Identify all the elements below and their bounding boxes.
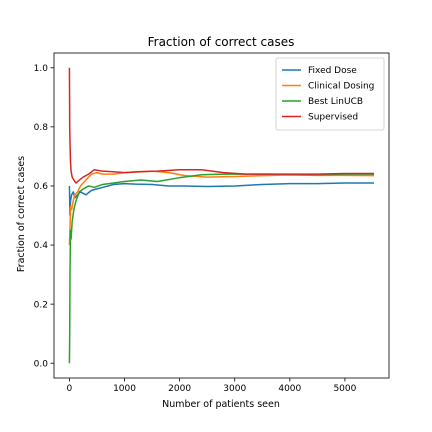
- x-axis: 0 1000 2000 3000 4000 5000: [67, 378, 357, 394]
- x-axis-title: Number of patients seen: [162, 399, 280, 410]
- y-axis-title: Fraction of correct cases: [16, 156, 27, 272]
- x-tick-label-4: 4000: [278, 384, 301, 394]
- chart-title: Fraction of correct cases: [148, 35, 295, 49]
- plot-area: [53, 52, 390, 379]
- x-tick-label-5: 5000: [333, 384, 356, 394]
- x-tick-label-0: 0: [67, 384, 73, 394]
- legend-label-2: Best LinUCB: [308, 97, 363, 107]
- x-tick-label-1: 1000: [113, 384, 136, 394]
- series-line-0: [68, 182, 375, 217]
- x-tick-label-2: 2000: [168, 384, 191, 394]
- y-tick-label-5: 1.0: [34, 64, 49, 74]
- y-tick-label-0: 0.0: [34, 359, 49, 369]
- legend-box: [275, 57, 385, 131]
- y-tick-label-4: 0.8: [34, 123, 49, 133]
- legend-label-3: Supervised: [308, 113, 358, 123]
- y-tick-label-2: 0.4: [34, 241, 49, 251]
- x-tick-label-3: 3000: [223, 384, 246, 394]
- y-tick-label-3: 0.6: [34, 182, 49, 192]
- legend-label-1: Clinical Dosing: [308, 82, 374, 92]
- y-tick-label-1: 0.2: [34, 300, 48, 310]
- legend-label-0: Fixed Dose: [308, 66, 357, 76]
- series-line-3: [68, 67, 375, 184]
- plot-frame: [53, 52, 390, 379]
- legend: Fixed Dose Clinical Dosing Best LinUCB Supe…: [275, 57, 385, 131]
- series-line-1: [68, 170, 375, 246]
- y-axis: 0.0 0.2 0.4 0.6 0.8 1.0: [34, 64, 54, 369]
